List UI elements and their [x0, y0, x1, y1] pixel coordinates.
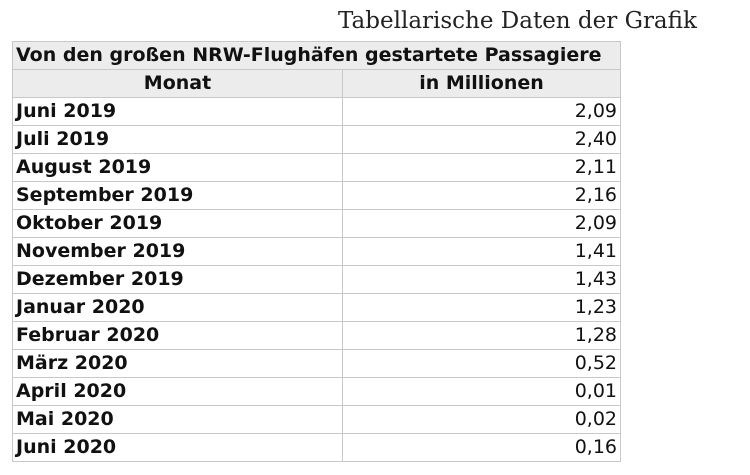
month-cell: März 2020 — [12, 349, 343, 378]
month-cell: Februar 2020 — [12, 321, 343, 350]
table-row: September 2019 2,16 — [12, 181, 621, 210]
table-header-row: Monat in Millionen — [12, 69, 621, 98]
table-row: Juni 2020 0,16 — [12, 433, 621, 462]
passenger-value-cell: 2,11 — [342, 153, 621, 182]
month-cell: November 2019 — [12, 237, 343, 266]
month-cell: Januar 2020 — [12, 293, 343, 322]
month-cell: Juli 2019 — [12, 125, 343, 154]
table-row: April 2020 0,01 — [12, 377, 621, 406]
month-cell: Juni 2020 — [12, 433, 343, 462]
month-cell: Juni 2019 — [12, 97, 343, 126]
table-row: Juli 2019 2,40 — [12, 125, 621, 154]
passenger-value-cell: 2,09 — [342, 97, 621, 126]
passenger-value-cell: 2,09 — [342, 209, 621, 238]
table-row: März 2020 0,52 — [12, 349, 621, 378]
month-cell: Dezember 2019 — [12, 265, 343, 294]
month-cell: September 2019 — [12, 181, 343, 210]
passenger-value-cell: 2,16 — [342, 181, 621, 210]
passenger-value-cell: 2,40 — [342, 125, 621, 154]
month-cell: April 2020 — [12, 377, 343, 406]
table-caption-row: Von den großen NRW-Flughäfen gestartete … — [12, 41, 621, 70]
month-cell: August 2019 — [12, 153, 343, 182]
passenger-value-cell: 1,43 — [342, 265, 621, 294]
page-heading: Tabellarische Daten der Grafik — [338, 8, 697, 34]
passenger-value-cell: 0,02 — [342, 405, 621, 434]
passenger-table: Von den großen NRW-Flughäfen gestartete … — [12, 41, 621, 462]
table-caption: Von den großen NRW-Flughäfen gestartete … — [12, 41, 621, 70]
table-row: Dezember 2019 1,43 — [12, 265, 621, 294]
table-body: Juni 2019 2,09 Juli 2019 2,40 August 2019 2,1… — [12, 97, 621, 462]
table-row: Februar 2020 1,28 — [12, 321, 621, 350]
passenger-value-cell: 1,28 — [342, 321, 621, 350]
table-row: Januar 2020 1,23 — [12, 293, 621, 322]
month-cell: Mai 2020 — [12, 405, 343, 434]
column-header-value: in Millionen — [342, 69, 621, 98]
table-row: Juni 2019 2,09 — [12, 97, 621, 126]
table-row: November 2019 1,41 — [12, 237, 621, 266]
passenger-value-cell: 0,16 — [342, 433, 621, 462]
month-cell: Oktober 2019 — [12, 209, 343, 238]
table-row: Oktober 2019 2,09 — [12, 209, 621, 238]
passenger-value-cell: 0,01 — [342, 377, 621, 406]
passenger-value-cell: 1,41 — [342, 237, 621, 266]
passenger-value-cell: 1,23 — [342, 293, 621, 322]
table-row: August 2019 2,11 — [12, 153, 621, 182]
passenger-value-cell: 0,52 — [342, 349, 621, 378]
table-row: Mai 2020 0,02 — [12, 405, 621, 434]
column-header-month: Monat — [12, 69, 343, 98]
